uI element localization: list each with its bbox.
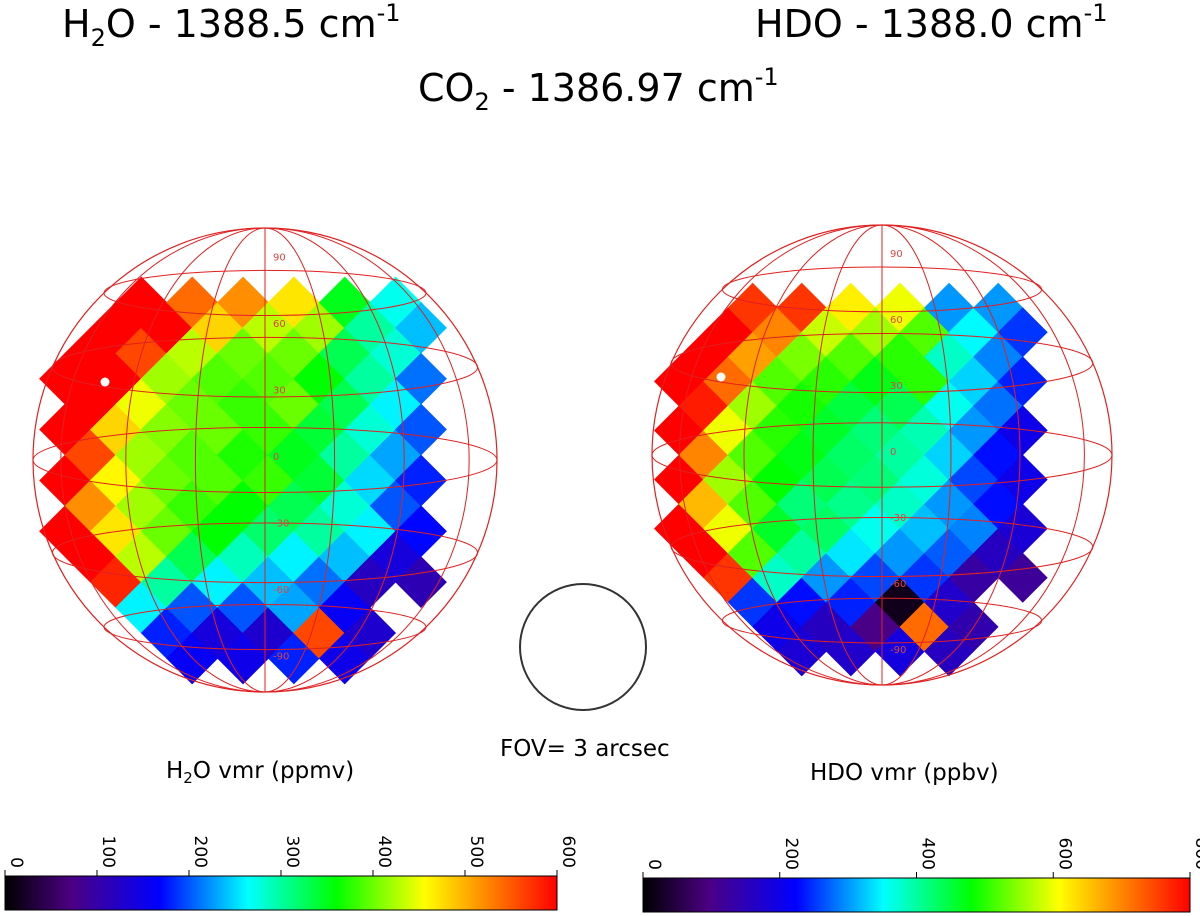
globe-grid-label: 0 [890, 447, 896, 458]
globe-grid-label: 60 [273, 319, 286, 330]
title-h2o-sup: -1 [376, 0, 401, 27]
caption-h2o: H2O vmr (ppmv) [166, 758, 355, 787]
globe-grid-label: 30 [890, 381, 903, 392]
globe-grid-label: -60 [273, 585, 289, 596]
marker-dot-h2o [100, 377, 110, 387]
caption-h2o-sub: 2 [183, 769, 193, 787]
colorbar-tick-label: 600 [1054, 838, 1074, 870]
caption-h2o-rest: O vmr (ppmv) [192, 758, 355, 784]
colorbar-tick-label: 300 [282, 836, 302, 868]
title-hdo: HDO - 1388.0 cm-1 [755, 0, 1108, 46]
heatmap-cell [395, 505, 447, 558]
globe-grid-label: 0 [273, 452, 279, 463]
title-co2-rest: - 1386.97 cm [489, 66, 755, 110]
globe-grid-label: 30 [273, 385, 286, 396]
colorbar-tick-label: 600 [558, 836, 578, 868]
globe-grid-label: -30 [890, 513, 906, 524]
colorbar-tick-label: 200 [781, 838, 801, 870]
title-h2o: H2O - 1388.5 cm-1 [62, 0, 401, 50]
title-hdo-main: HDO - 1388.0 cm [755, 2, 1084, 46]
colorbar-tick-label: 400 [918, 838, 938, 870]
colorbar-tick-label: 0 [644, 859, 664, 870]
title-h2o-sub: 2 [90, 24, 106, 52]
globe-grid-h2o: 90 60 30 0 -30 -60 -90 [32, 227, 498, 693]
title-h2o-main: H [62, 2, 91, 46]
caption-h2o-main: H [166, 758, 184, 784]
colorbar-ticks-hdo: 0 200 400 600 800 [642, 838, 1200, 878]
colorbar-tick-label: 200 [190, 836, 210, 868]
globe-grid-hdo: 90 60 30 0 -30 -60 -90 [651, 224, 1113, 686]
colorbar-h2o [4, 875, 558, 911]
heatmap-hdo [654, 282, 1048, 677]
colorbar-tick-label: 400 [374, 836, 394, 868]
fov-label: FOV= 3 arcsec [500, 736, 670, 762]
colorbar-tick-label: 500 [466, 836, 486, 868]
colorbar-tick-label: 0 [6, 857, 26, 868]
fov-circle [519, 583, 647, 711]
colorbar-hdo [642, 877, 1191, 913]
globe-grid-label: -90 [890, 645, 906, 656]
globe-grid-label: 90 [273, 252, 286, 263]
title-co2-sup: -1 [754, 63, 779, 91]
colorbar-tick-label: 100 [98, 836, 118, 868]
globe-grid-label: -90 [273, 652, 289, 663]
title-co2-main: CO [418, 66, 475, 110]
title-hdo-sup: -1 [1083, 0, 1108, 27]
title-co2: CO2 - 1386.97 cm-1 [418, 63, 779, 114]
marker-dot-hdo [716, 372, 726, 382]
globe-grid-label: -60 [890, 579, 906, 590]
caption-hdo: HDO vmr (ppbv) [810, 760, 999, 786]
title-co2-sub: 2 [474, 88, 490, 116]
globe-grid-label: 60 [890, 315, 903, 326]
globe-grid-label: 90 [890, 249, 903, 260]
title-h2o-rest: O - 1388.5 cm [105, 2, 377, 46]
colorbar-tick-label: 800 [1191, 838, 1200, 870]
heatmap-h2o [39, 276, 447, 685]
colorbar-ticks-h2o: 0 100 200 300 400 500 600 [4, 836, 578, 876]
globe-grid-label: -30 [273, 519, 289, 530]
